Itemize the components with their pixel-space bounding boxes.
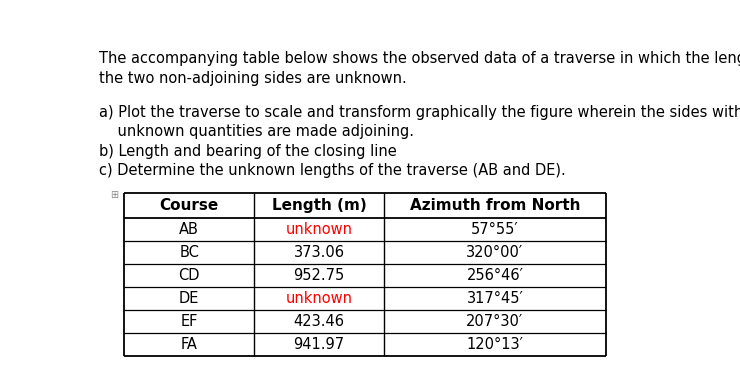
Text: b) Length and bearing of the closing line: b) Length and bearing of the closing lin… — [99, 143, 397, 158]
Text: AB: AB — [179, 222, 199, 237]
Text: DE: DE — [179, 291, 199, 306]
Text: FA: FA — [181, 337, 198, 352]
Text: Length (m): Length (m) — [272, 198, 366, 213]
Text: c) Determine the unknown lengths of the traverse (AB and DE).: c) Determine the unknown lengths of the … — [99, 163, 566, 178]
Text: a) Plot the traverse to scale and transform graphically the figure wherein the s: a) Plot the traverse to scale and transf… — [99, 105, 740, 120]
Text: 423.46: 423.46 — [294, 314, 345, 329]
Text: unknown: unknown — [286, 222, 353, 237]
Text: 941.97: 941.97 — [294, 337, 345, 352]
Text: 120°13′: 120°13′ — [466, 337, 523, 352]
Text: Azimuth from North: Azimuth from North — [410, 198, 580, 213]
Text: 317°45′: 317°45′ — [466, 291, 523, 306]
Text: BC: BC — [179, 245, 199, 260]
Text: unknown: unknown — [286, 291, 353, 306]
Text: 57°55′: 57°55′ — [471, 222, 519, 237]
Text: 373.06: 373.06 — [294, 245, 345, 260]
Text: unknown quantities are made adjoining.: unknown quantities are made adjoining. — [99, 124, 414, 139]
Text: CD: CD — [178, 268, 200, 283]
Text: EF: EF — [181, 314, 198, 329]
Text: The accompanying table below shows the observed data of a traverse in which the : The accompanying table below shows the o… — [99, 51, 740, 66]
Text: 952.75: 952.75 — [294, 268, 345, 283]
Text: the two non-adjoining sides are unknown.: the two non-adjoining sides are unknown. — [99, 71, 407, 86]
Text: ⊞: ⊞ — [110, 190, 118, 200]
Text: 256°46′: 256°46′ — [466, 268, 523, 283]
Text: 320°00′: 320°00′ — [466, 245, 524, 260]
Text: Course: Course — [159, 198, 219, 213]
Text: 207°30′: 207°30′ — [466, 314, 524, 329]
